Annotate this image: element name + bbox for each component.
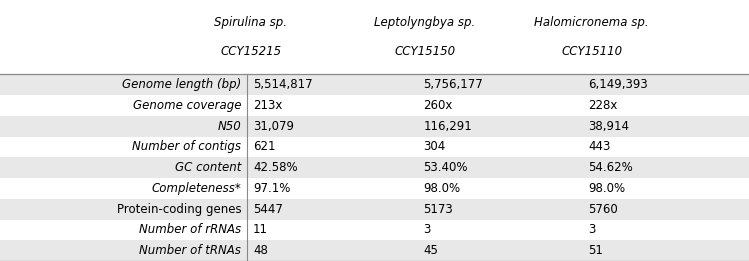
Text: 443: 443: [588, 140, 610, 153]
Text: 48: 48: [253, 244, 268, 257]
Text: 6,149,393: 6,149,393: [588, 78, 648, 91]
Text: CCY15150: CCY15150: [394, 45, 455, 58]
Text: 45: 45: [423, 244, 438, 257]
Text: 3: 3: [588, 223, 595, 236]
Text: 228x: 228x: [588, 99, 617, 112]
Text: 5173: 5173: [423, 203, 453, 216]
Text: 304: 304: [423, 140, 446, 153]
Text: 213x: 213x: [253, 99, 282, 112]
Text: Genome coverage: Genome coverage: [133, 99, 241, 112]
Text: GC content: GC content: [175, 161, 241, 174]
Text: 98.0%: 98.0%: [588, 182, 625, 195]
Text: 621: 621: [253, 140, 276, 153]
Text: Completeness*: Completeness*: [151, 182, 241, 195]
Text: Protein-coding genes: Protein-coding genes: [117, 203, 241, 216]
Text: 5,756,177: 5,756,177: [423, 78, 483, 91]
Text: 51: 51: [588, 244, 603, 257]
Text: 5447: 5447: [253, 203, 283, 216]
Bar: [0, 157, 749, 178]
Bar: [0, 116, 749, 137]
Text: 5,514,817: 5,514,817: [253, 78, 313, 91]
Text: Halomicronema sp.: Halomicronema sp.: [534, 16, 649, 29]
Text: 54.62%: 54.62%: [588, 161, 633, 174]
Text: 3: 3: [423, 223, 431, 236]
Text: CCY15110: CCY15110: [561, 45, 622, 58]
Text: 31,079: 31,079: [253, 120, 294, 133]
Text: 260x: 260x: [423, 99, 452, 112]
Bar: [0, 74, 749, 95]
Text: Number of tRNAs: Number of tRNAs: [139, 244, 241, 257]
Bar: [0, 240, 749, 261]
Text: 11: 11: [253, 223, 268, 236]
Text: 97.1%: 97.1%: [253, 182, 291, 195]
Text: 38,914: 38,914: [588, 120, 629, 133]
Text: Number of contigs: Number of contigs: [132, 140, 241, 153]
Text: Number of rRNAs: Number of rRNAs: [139, 223, 241, 236]
Text: 53.40%: 53.40%: [423, 161, 467, 174]
Text: 116,291: 116,291: [423, 120, 472, 133]
Text: Leptolyngbya sp.: Leptolyngbya sp.: [374, 16, 476, 29]
Text: CCY15215: CCY15215: [220, 45, 282, 58]
Text: 5760: 5760: [588, 203, 618, 216]
Text: N50: N50: [217, 120, 241, 133]
Text: 42.58%: 42.58%: [253, 161, 298, 174]
Text: Genome length (bp): Genome length (bp): [122, 78, 241, 91]
Bar: [0, 199, 749, 220]
Text: Spirulina sp.: Spirulina sp.: [214, 16, 288, 29]
Text: 98.0%: 98.0%: [423, 182, 461, 195]
